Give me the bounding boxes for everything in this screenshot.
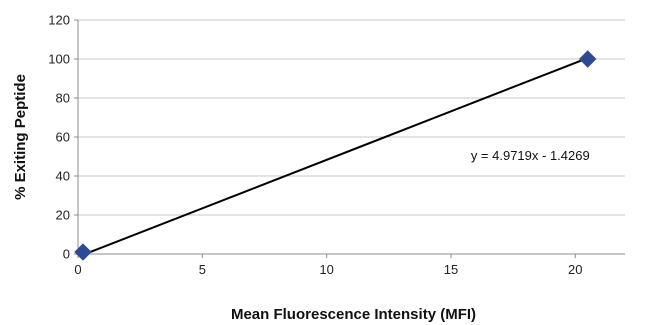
axes [74,19,625,258]
x-axis-title: Mean Fluorescence Intensity (MFI) [231,306,476,323]
x-tick-label: 0 [74,262,81,277]
data-points [74,50,597,261]
y-tick-label: 80 [56,91,70,106]
tick-labels: 0 20 40 60 80 100 120 0 5 10 15 20 [48,13,582,278]
gridlines [78,19,625,216]
x-tick-label: 10 [319,262,333,277]
trendline [82,57,589,256]
y-tick-label: 100 [48,52,70,67]
trendline-layer [82,57,589,256]
y-tick-label: 60 [56,130,70,145]
x-tick-label: 20 [568,262,582,277]
data-point [578,50,597,68]
y-tick-label: 40 [56,169,70,184]
y-tick-label: 0 [63,247,70,262]
data-point [74,243,92,261]
y-axis-title: % Exiting Peptide [12,74,29,200]
x-tick-label: 5 [199,262,206,277]
y-tick-label: 120 [48,13,70,28]
trendline-equation-label: y = 4.9719x - 1.4269 [471,148,590,163]
x-tick-label: 15 [444,262,458,277]
y-tick-label: 20 [56,208,70,223]
